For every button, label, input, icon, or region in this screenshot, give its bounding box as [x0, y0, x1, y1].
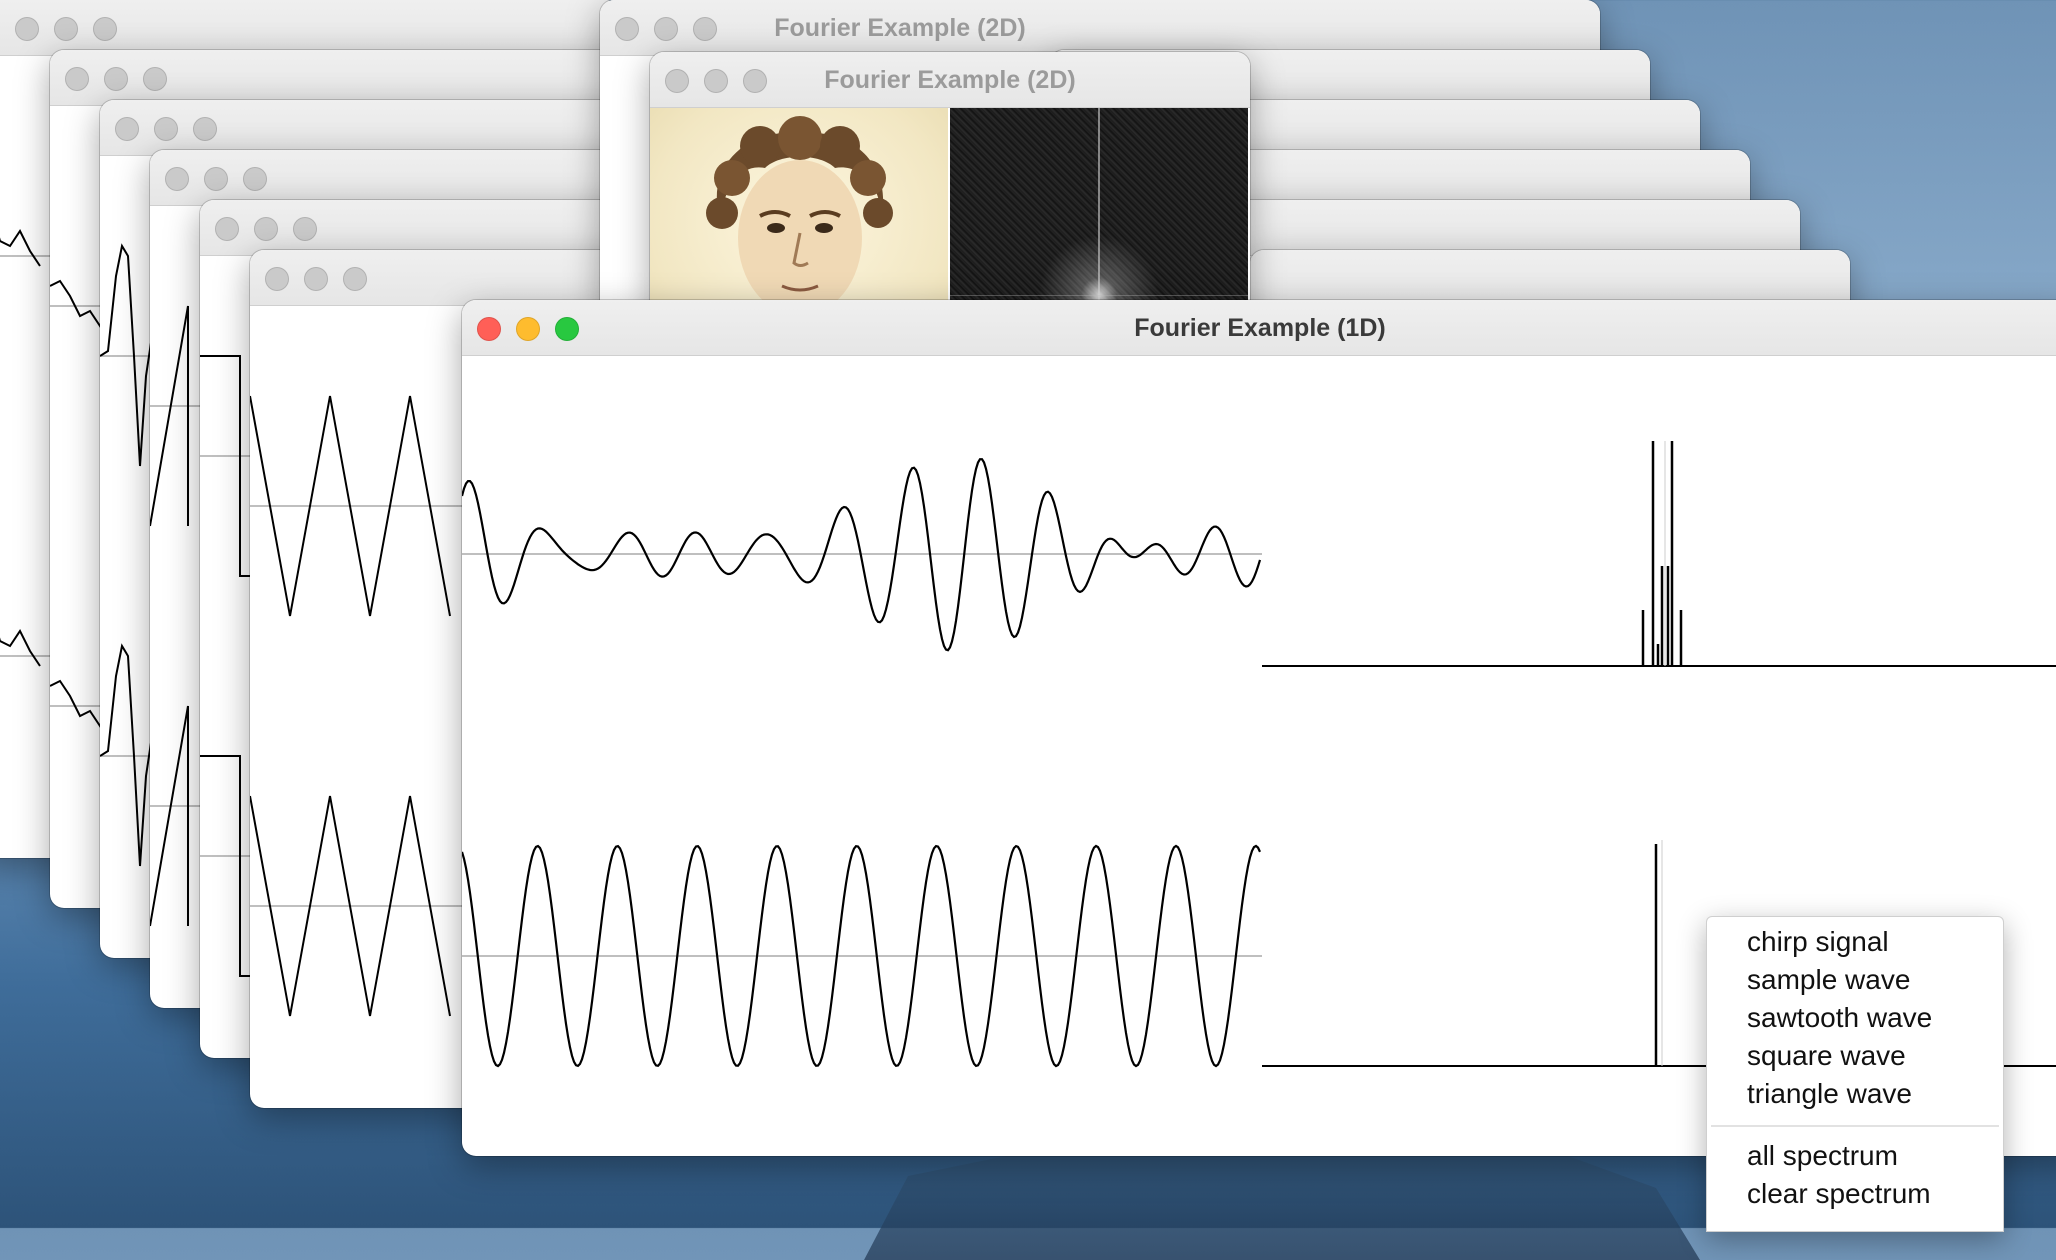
titlebar[interactable]	[1250, 250, 1850, 306]
close-button-icon[interactable]	[115, 117, 139, 141]
close-button-icon[interactable]	[65, 67, 89, 91]
titlebar[interactable]: Fourier Example (1D)	[462, 300, 2056, 356]
menu-item-clear-spectrum[interactable]: clear spectrum	[1747, 1178, 1931, 1209]
zoom-button-icon[interactable]	[555, 317, 579, 341]
wallpaper-shape	[864, 1140, 1700, 1260]
minimize-button-icon[interactable]	[516, 317, 540, 341]
close-button-icon[interactable]	[615, 17, 639, 41]
close-button-icon[interactable]	[15, 17, 39, 41]
spectrum-top-bars	[1641, 441, 1683, 666]
fourier-plots	[462, 441, 2056, 1068]
minimize-button-icon[interactable]	[654, 17, 678, 41]
minimize-button-icon[interactable]	[204, 167, 228, 191]
minimize-button-icon[interactable]	[104, 67, 128, 91]
titlebar[interactable]	[1200, 200, 1800, 256]
close-button-icon[interactable]	[165, 167, 189, 191]
zoom-button-icon[interactable]	[143, 67, 167, 91]
zoom-button-icon[interactable]	[743, 69, 767, 93]
window-title: Fourier Example (2D)	[774, 14, 1026, 42]
minimize-button-icon[interactable]	[54, 17, 78, 41]
minimize-button-icon[interactable]	[154, 117, 178, 141]
window-title: Fourier Example (1D)	[1134, 314, 1386, 342]
menu-separator	[1711, 1125, 1999, 1127]
zoom-button-icon[interactable]	[343, 267, 367, 291]
menu-item-chirp-signal[interactable]: chirp signal	[1747, 926, 1889, 957]
close-button-icon[interactable]	[665, 69, 689, 93]
plot-area	[462, 356, 2056, 1156]
close-button-icon[interactable]	[215, 217, 239, 241]
menu-item-triangle-wave[interactable]: triangle wave	[1747, 1078, 1912, 1109]
menu-item-sample-wave[interactable]: sample wave	[1747, 964, 1911, 995]
titlebar[interactable]	[50, 50, 690, 106]
context-menu[interactable]: chirp signal sample wave sawtooth wave s…	[1706, 916, 2004, 1232]
window-title: Fourier Example (2D)	[824, 66, 1076, 94]
titlebar[interactable]	[0, 0, 620, 56]
titlebar[interactable]: Fourier Example (2D)	[600, 0, 1600, 56]
titlebar[interactable]: Fourier Example (2D)	[650, 52, 1250, 108]
signal-bottom-waveform	[462, 844, 1261, 1068]
menu-item-all-spectrum[interactable]: all spectrum	[1747, 1140, 1898, 1171]
menu-item-square-wave[interactable]: square wave	[1747, 1040, 1906, 1071]
zoom-button-icon[interactable]	[293, 217, 317, 241]
minimize-button-icon[interactable]	[704, 69, 728, 93]
minimize-button-icon[interactable]	[304, 267, 328, 291]
signal-top-waveform	[462, 458, 1262, 652]
minimize-button-icon[interactable]	[254, 217, 278, 241]
close-button-icon[interactable]	[265, 267, 289, 291]
zoom-button-icon[interactable]	[243, 167, 267, 191]
zoom-button-icon[interactable]	[693, 17, 717, 41]
menu-item-sawtooth-wave[interactable]: sawtooth wave	[1747, 1002, 1933, 1033]
close-button-icon[interactable]	[477, 317, 501, 341]
zoom-button-icon[interactable]	[193, 117, 217, 141]
zoom-button-icon[interactable]	[93, 17, 117, 41]
